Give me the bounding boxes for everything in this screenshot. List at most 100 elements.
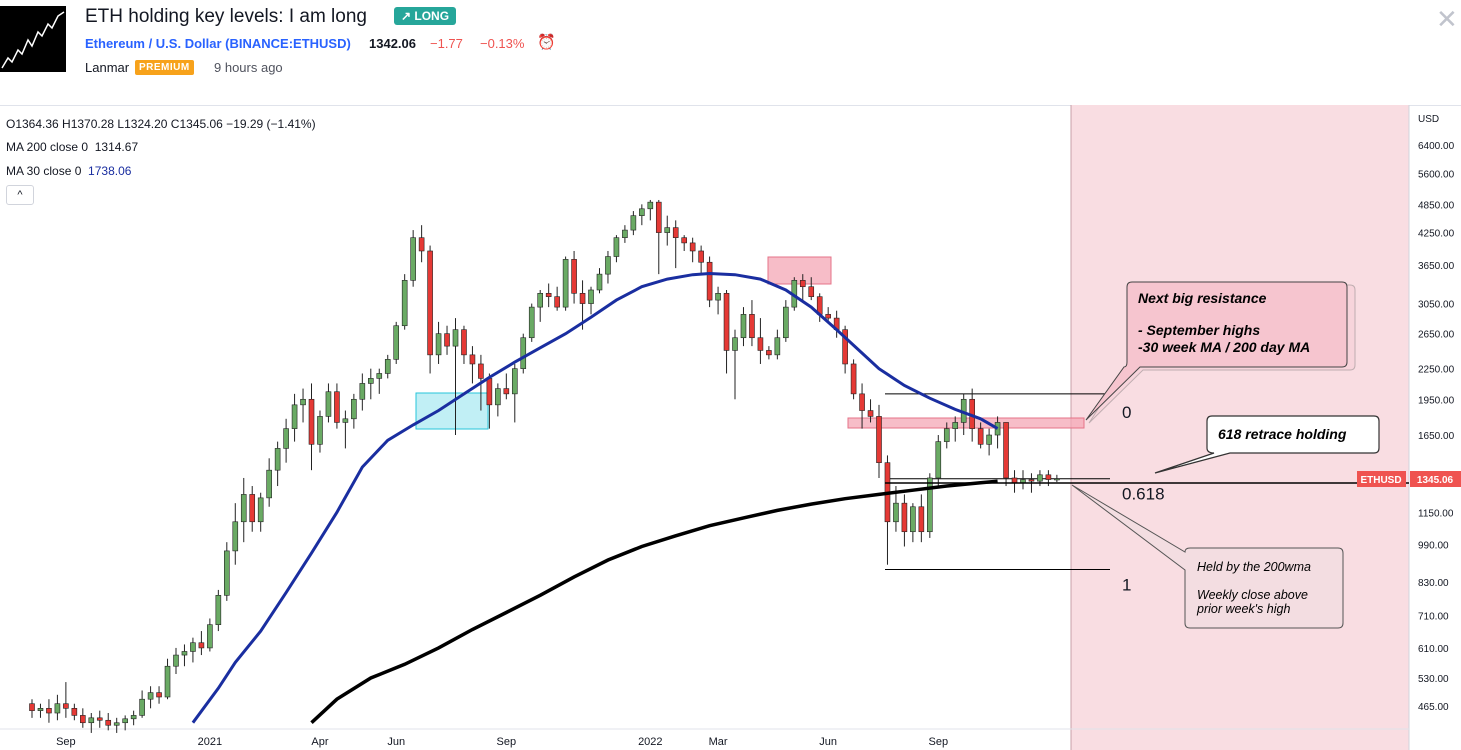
candle-body: [300, 398, 306, 406]
candle-body: [325, 391, 332, 417]
candle-body: [444, 333, 450, 347]
candle-body: [901, 502, 908, 533]
candle-body: [384, 359, 391, 374]
candle-body: [1028, 479, 1035, 482]
price-axis-tick: 610.00: [1418, 644, 1449, 655]
ohlc-legend: O1364.36 H1370.28 L1324.20 C1345.06 −19.…: [6, 117, 316, 131]
long-badge: ↗ LONG: [394, 7, 457, 25]
collapse-legend-button[interactable]: ^: [6, 185, 34, 205]
time-axis-tick: Jun: [387, 736, 405, 748]
candle-body: [1011, 477, 1018, 484]
candle-body: [918, 506, 925, 533]
candle-body: [562, 259, 569, 308]
thumbnail-chart-icon: [1, 11, 65, 69]
support-zone-box[interactable]: [415, 392, 489, 430]
candle-body: [554, 296, 560, 308]
callout-retrace[interactable]: 618 retrace holding: [1154, 415, 1380, 474]
candle-body: [207, 624, 213, 649]
candle-body: [46, 708, 52, 714]
candle-body: [156, 692, 162, 698]
price-change-percent: −0.13%: [480, 36, 525, 51]
candle-body: [367, 378, 374, 384]
alert-icon[interactable]: ⏰: [537, 34, 556, 51]
symbol-link[interactable]: Ethereum / U.S. Dollar (BINANCE:ETHUSD): [85, 36, 351, 51]
callout-held[interactable]: Held by the 200wma Weekly close above pr…: [1071, 484, 1344, 629]
candle-body: [910, 506, 916, 533]
time-axis[interactable]: Sep 2021 Apr Jun Sep 2022 Mar Jun Sep: [56, 736, 948, 748]
candle-body: [29, 703, 35, 711]
candle-body: [164, 665, 171, 698]
candle-body: [952, 422, 959, 429]
price-axis-tick: 990.00: [1418, 540, 1449, 551]
candle-body: [1054, 478, 1060, 481]
fib-label-2: 1: [1122, 576, 1131, 595]
last-price: 1342.06: [369, 36, 416, 51]
candle-body: [418, 237, 425, 252]
callout-resistance-line2: -30 week MA / 200 day MA: [1138, 339, 1310, 355]
candle-body: [876, 416, 882, 463]
candle-body: [427, 250, 433, 356]
callout-resistance[interactable]: Next big resistance - September highs -3…: [1085, 281, 1356, 424]
fib-label-0: 0: [1122, 403, 1131, 422]
candle-body: [469, 354, 476, 365]
candle-body: [54, 703, 61, 714]
candle-body: [495, 388, 501, 406]
author-name[interactable]: Lanmar: [85, 60, 130, 75]
price-axis-tick: 3050.00: [1418, 300, 1455, 311]
candle-body: [723, 293, 730, 351]
price-chart[interactable]: 0 0.618 1 Next big resistance - September …: [0, 105, 1461, 750]
candle-body: [977, 428, 984, 445]
candle-body: [181, 651, 188, 656]
candle-body: [139, 698, 145, 716]
candle-body: [596, 273, 603, 291]
time-axis-tick: Mar: [709, 736, 728, 748]
candle-body: [825, 314, 831, 319]
price-axis-tick: 830.00: [1418, 578, 1449, 589]
price-axis-unit: USD: [1418, 114, 1439, 125]
candle-body: [571, 259, 577, 294]
candle-body: [63, 703, 69, 709]
close-icon[interactable]: ✕: [1436, 4, 1458, 34]
idea-thumbnail[interactable]: [0, 6, 66, 72]
time-axis-tick: Sep: [497, 736, 517, 748]
candle-body: [943, 428, 950, 442]
candle-body: [224, 550, 230, 596]
candle-body: [1003, 422, 1009, 479]
candle-body: [37, 708, 44, 711]
candle-body: [672, 227, 679, 238]
candle-body: [757, 337, 764, 351]
candle-body: [291, 404, 298, 429]
candle-body: [715, 293, 721, 301]
candle-body: [766, 350, 772, 356]
resistance-zone-box-top[interactable]: [767, 256, 832, 285]
ma30-legend-label: MA 30 close 0: [6, 164, 82, 178]
ma200-legend[interactable]: MA 200 close 0 1314.67: [6, 140, 138, 154]
candle-body: [283, 428, 289, 449]
candle-body: [681, 237, 687, 244]
fib-label-1: 0.618: [1122, 485, 1165, 504]
fib-labels: 0 0.618 1: [1122, 403, 1165, 595]
time-axis-tick: Sep: [56, 736, 76, 748]
candle-body: [655, 201, 662, 233]
candle-body: [520, 337, 527, 369]
ma200-legend-value: 1314.67: [94, 140, 139, 154]
price-axis-tick: 1150.00: [1418, 508, 1454, 519]
price-axis[interactable]: USD 6400.00 5600.00 4850.00 4250.00 3650.00 30…: [1418, 114, 1455, 713]
symbol-price-tag: [1357, 471, 1406, 487]
ma30-legend-value: 1738.06: [88, 164, 132, 178]
last-price-tag: [1410, 471, 1461, 487]
ma30-legend[interactable]: MA 30 close 0 1738.06: [6, 164, 131, 178]
candle-body: [401, 280, 408, 327]
price-axis-tick: 2250.00: [1418, 365, 1455, 376]
candle-body: [859, 393, 865, 411]
idea-title: ETH holding key levels: I am long: [85, 6, 367, 27]
candle-body: [240, 494, 247, 523]
candle-body: [503, 388, 510, 395]
candle-body: [588, 289, 594, 304]
time-axis-tick: Jun: [819, 736, 837, 748]
candle-body: [80, 715, 86, 724]
candle-body: [334, 391, 340, 423]
price-axis-tick: 710.00: [1418, 611, 1449, 622]
candle-body: [452, 329, 459, 347]
candle-body: [647, 201, 654, 210]
